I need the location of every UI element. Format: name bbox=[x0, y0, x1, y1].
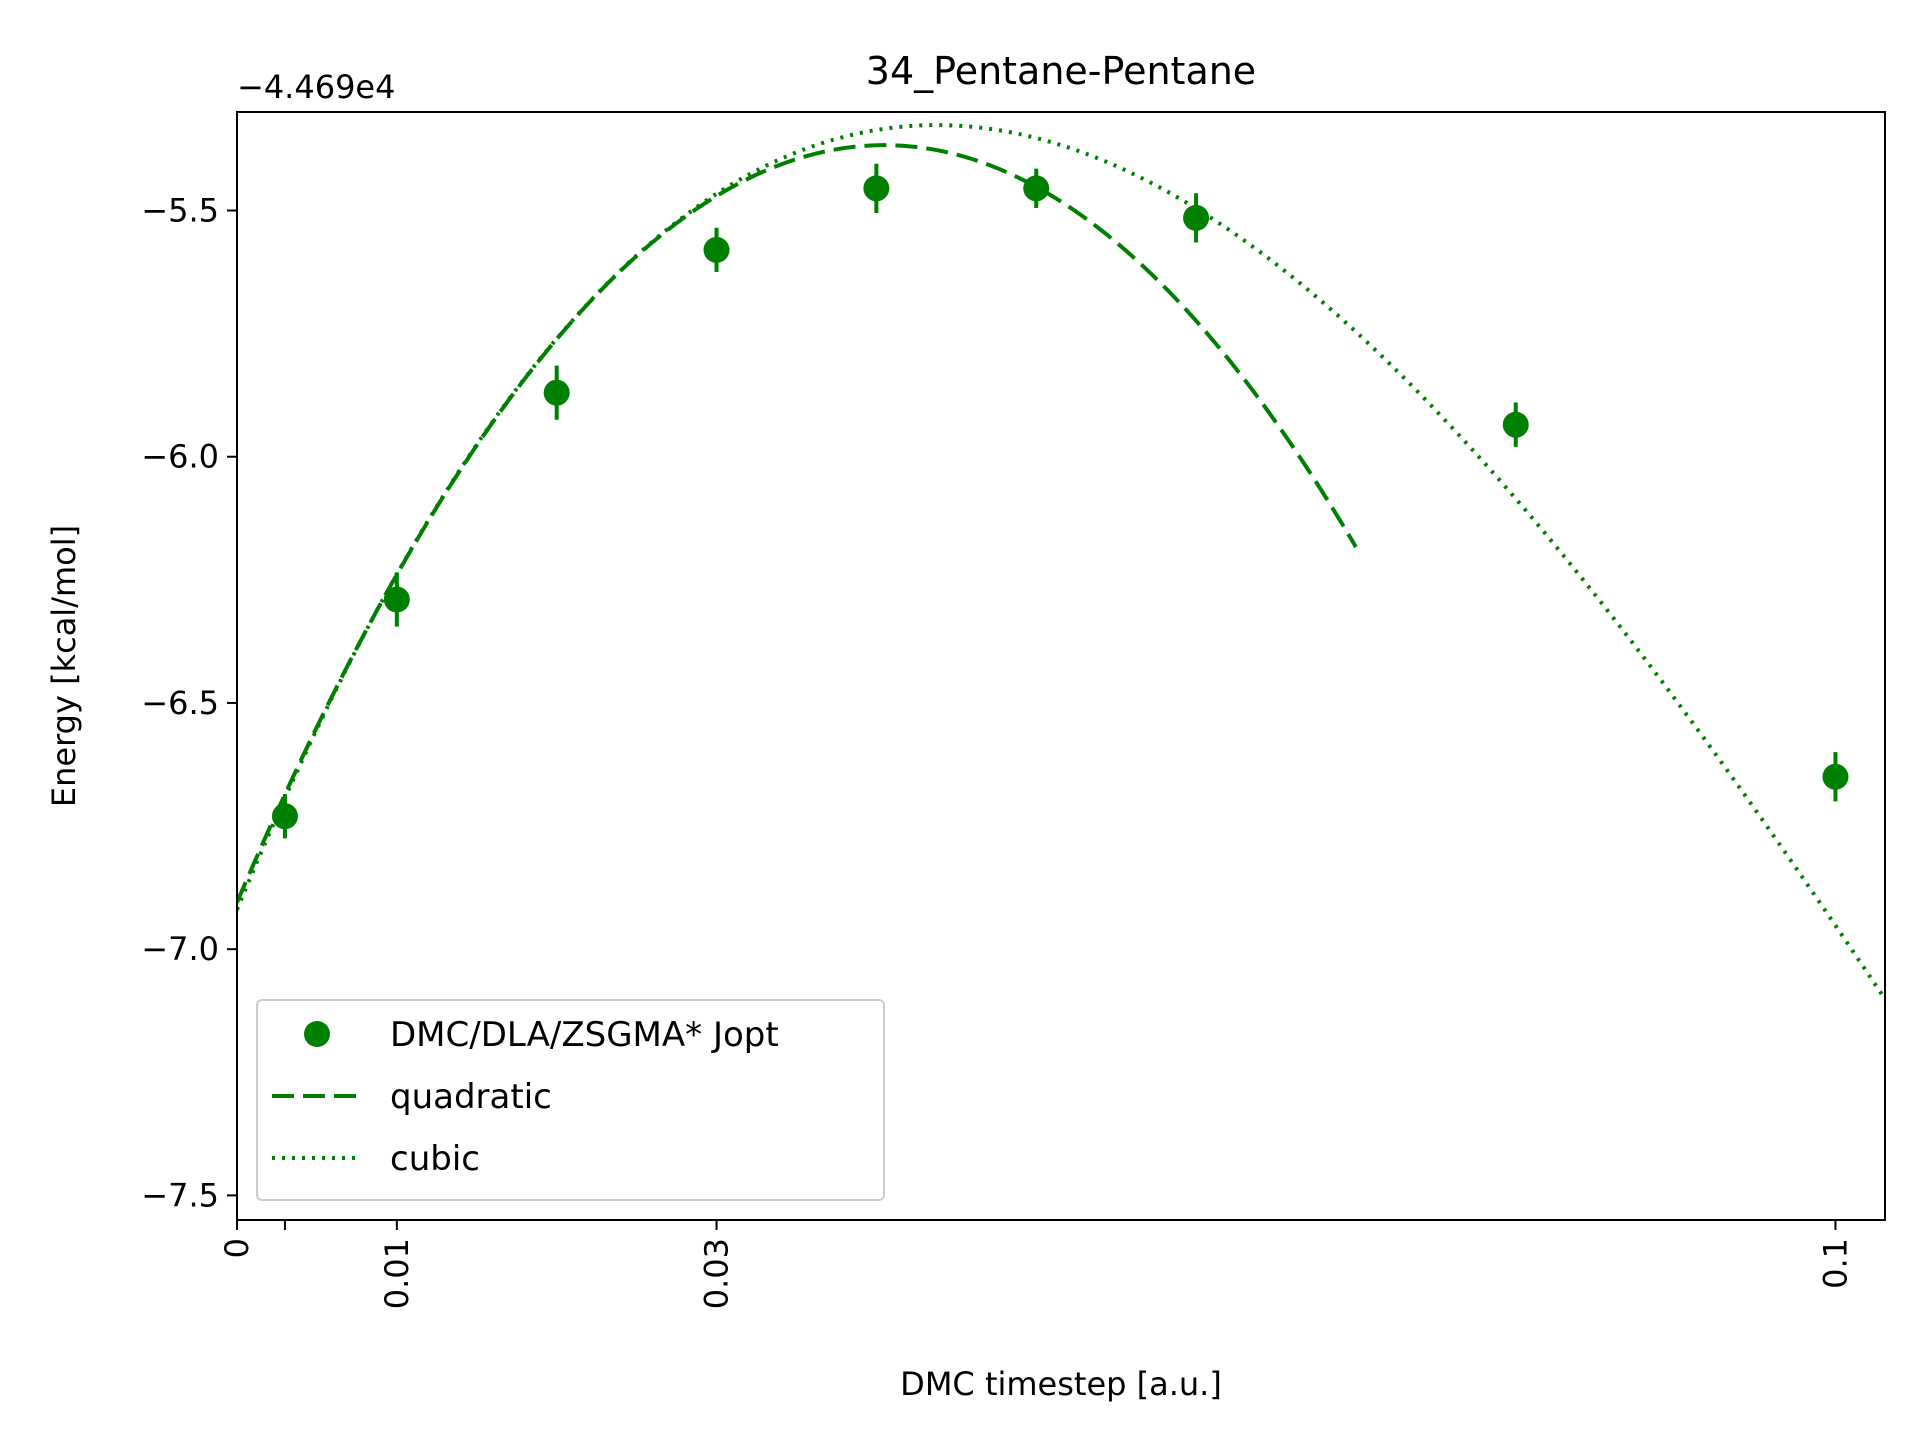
y-axis-label: Energy [kcal/mol] bbox=[45, 525, 83, 807]
axis-layer: −7.5 −7.0 −6.5 −6.0 −5.5 0 0.01 0.03 0.1 bbox=[141, 191, 1854, 1309]
plot-frame bbox=[236, 111, 1886, 1221]
x-tick-label: 0.01 bbox=[378, 1238, 416, 1309]
legend-marker-points bbox=[304, 1021, 330, 1047]
x-tick-label: 0 bbox=[218, 1238, 256, 1258]
curve-quadratic bbox=[237, 143, 1358, 904]
y-tick-label: −6.0 bbox=[141, 438, 219, 476]
x-axis-label: DMC timestep [a.u.] bbox=[900, 1365, 1222, 1403]
data-point bbox=[1183, 204, 1210, 231]
chart-title: 34_Pentane-Pentane bbox=[866, 49, 1256, 93]
legend-label-points: DMC/DLA/ZSGMA* Jopt bbox=[390, 1015, 779, 1055]
x-tick-label: 0.03 bbox=[698, 1238, 736, 1309]
legend-label-cubic: cubic bbox=[390, 1139, 480, 1179]
x-tick-label: 0.1 bbox=[1816, 1238, 1854, 1289]
data-point bbox=[543, 379, 570, 406]
data-point bbox=[703, 236, 730, 263]
y-tick-label: −5.5 bbox=[141, 191, 219, 229]
legend: DMC/DLA/ZSGMA* Jopt quadratic cubic bbox=[256, 999, 885, 1201]
y-offset-label: −4.469e4 bbox=[237, 68, 395, 106]
plot-layer bbox=[237, 123, 1885, 1001]
legend-box bbox=[256, 999, 885, 1201]
data-point bbox=[383, 586, 410, 613]
data-point bbox=[1023, 175, 1050, 202]
data-point bbox=[1822, 763, 1849, 790]
y-tick-label: −7.5 bbox=[141, 1176, 219, 1214]
y-tick-label: −7.0 bbox=[141, 930, 219, 968]
y-tick-label: −6.5 bbox=[141, 684, 219, 722]
data-point bbox=[1502, 411, 1529, 438]
legend-label-quadratic: quadratic bbox=[390, 1077, 552, 1117]
data-point bbox=[271, 803, 298, 830]
data-point bbox=[863, 175, 890, 202]
